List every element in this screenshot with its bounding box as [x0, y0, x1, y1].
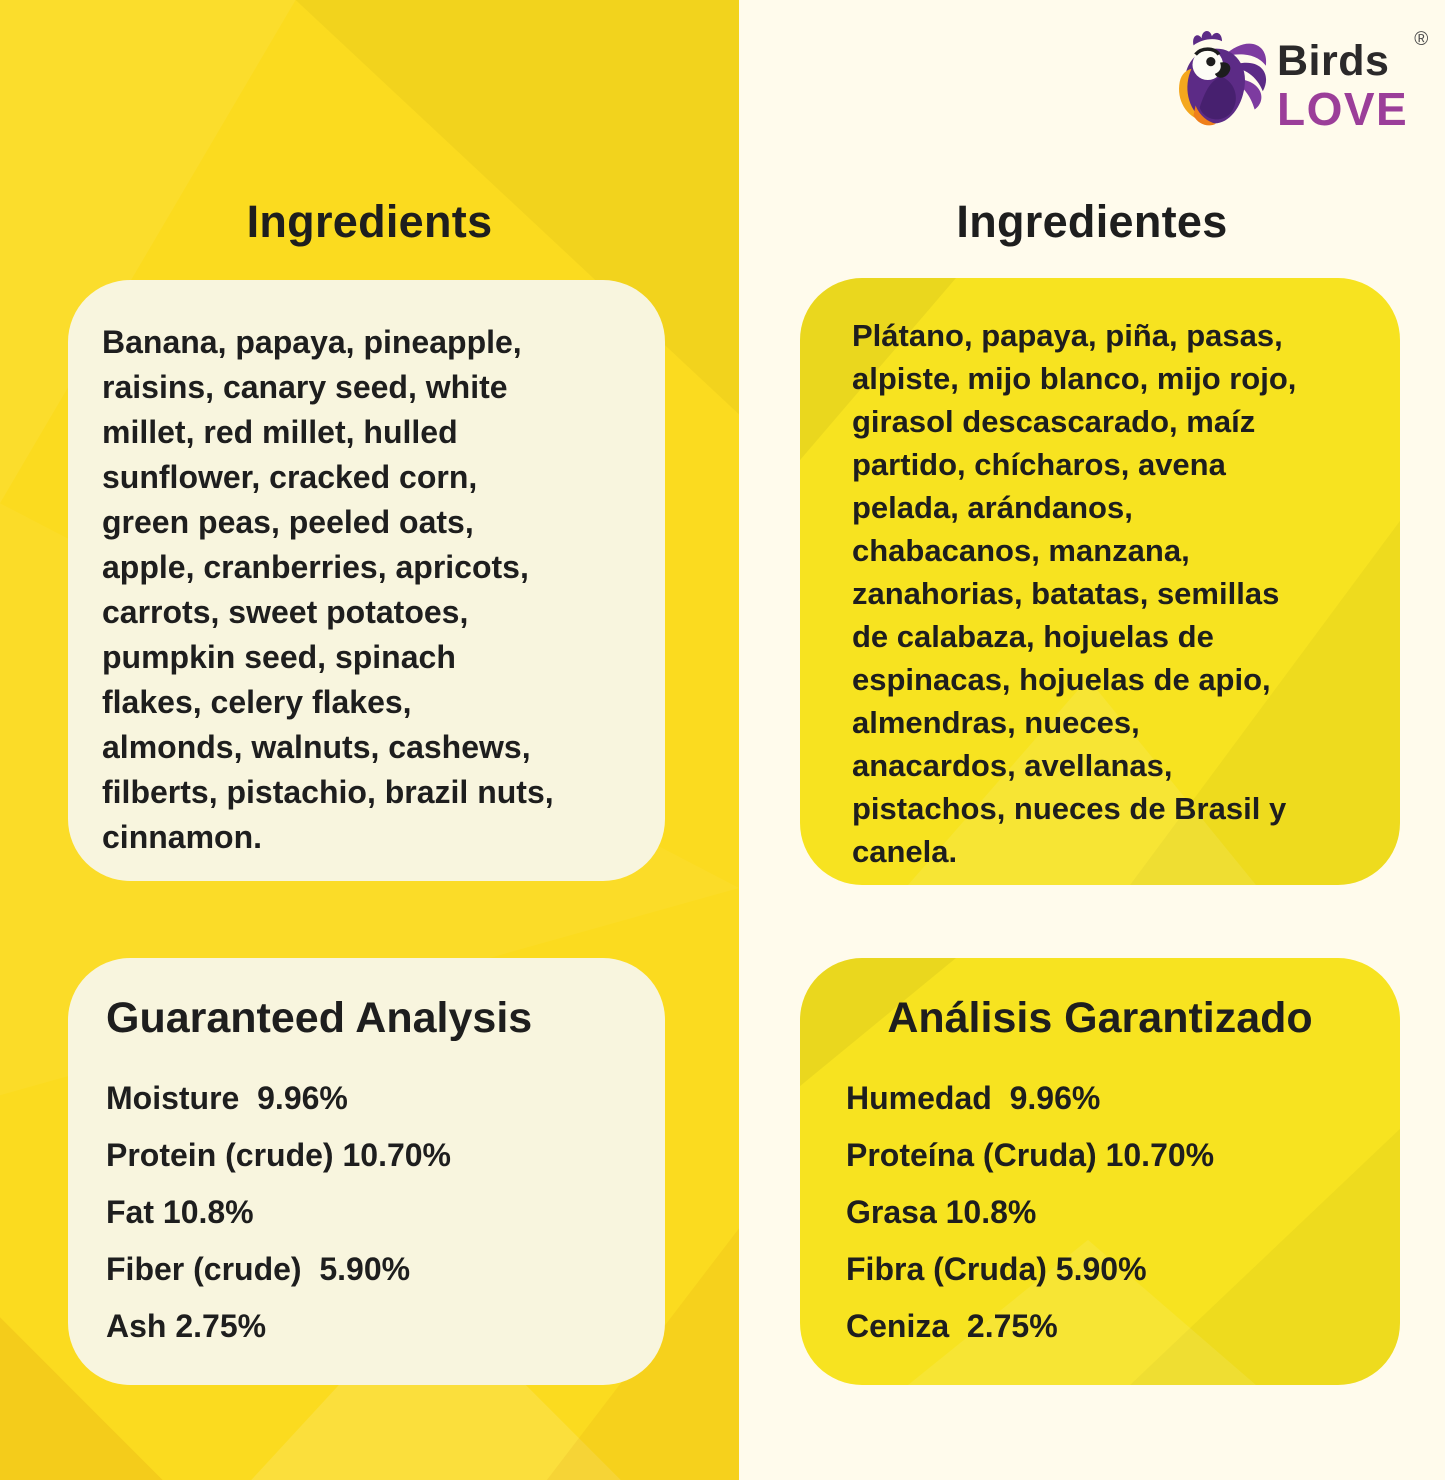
ingredients-box-es: Plátano, papaya, piña, pasas, alpiste, m… — [800, 278, 1400, 885]
brand-name-birds: Birds — [1277, 37, 1390, 85]
guaranteed-analysis-box-es: Análisis Garantizado Humedad 9.96% Prote… — [800, 958, 1400, 1385]
analysis-row: Ceniza 2.75% — [846, 1308, 1058, 1344]
analysis-row: Ash 2.75% — [106, 1308, 267, 1344]
analysis-row: Fat 10.8% — [106, 1194, 254, 1230]
analysis-row: Humedad 9.96% — [846, 1080, 1101, 1116]
spanish-panel: Birds LOVE ® Ingredientes Plátano, papay… — [739, 0, 1445, 1480]
guaranteed-analysis-rows-es: Humedad 9.96% Proteína (Cruda) 10.70% Gr… — [846, 1070, 1214, 1355]
guaranteed-analysis-box-en: Guaranteed Analysis Moisture 9.96% Prote… — [68, 958, 665, 1385]
birds-love-logo: Birds LOVE ® — [1169, 28, 1428, 135]
ingredients-text-en: Banana, papaya, pineapple, raisins, cana… — [102, 324, 554, 855]
guaranteed-analysis-rows-en: Moisture 9.96% Protein (crude) 10.70% Fa… — [106, 1070, 451, 1355]
parrot-icon — [1179, 30, 1267, 126]
analysis-row: Protein (crude) 10.70% — [106, 1137, 451, 1173]
analysis-row: Fiber (crude) 5.90% — [106, 1251, 411, 1287]
ingredients-heading-es: Ingredientes — [956, 196, 1228, 247]
analysis-row: Fibra (Cruda) 5.90% — [846, 1251, 1147, 1287]
registered-trademark-mark: ® — [1414, 29, 1429, 50]
analysis-row: Moisture 9.96% — [106, 1080, 348, 1116]
brand-wordmark: Birds LOVE ® — [1277, 30, 1428, 135]
ingredients-text-es: Plátano, papaya, piña, pasas, alpiste, m… — [852, 318, 1297, 869]
analysis-row: Grasa 10.8% — [846, 1194, 1037, 1230]
guaranteed-analysis-heading-en: Guaranteed Analysis — [106, 994, 533, 1042]
brand-name-love: LOVE — [1277, 83, 1409, 135]
guaranteed-analysis-heading-es: Análisis Garantizado — [887, 994, 1313, 1042]
ingredients-heading-en: Ingredients — [246, 196, 493, 247]
ingredients-box-en: Banana, papaya, pineapple, raisins, cana… — [68, 280, 665, 881]
analysis-row: Proteína (Cruda) 10.70% — [846, 1137, 1215, 1173]
english-panel: Ingredients Banana, papaya, pineapple, r… — [0, 0, 739, 1480]
